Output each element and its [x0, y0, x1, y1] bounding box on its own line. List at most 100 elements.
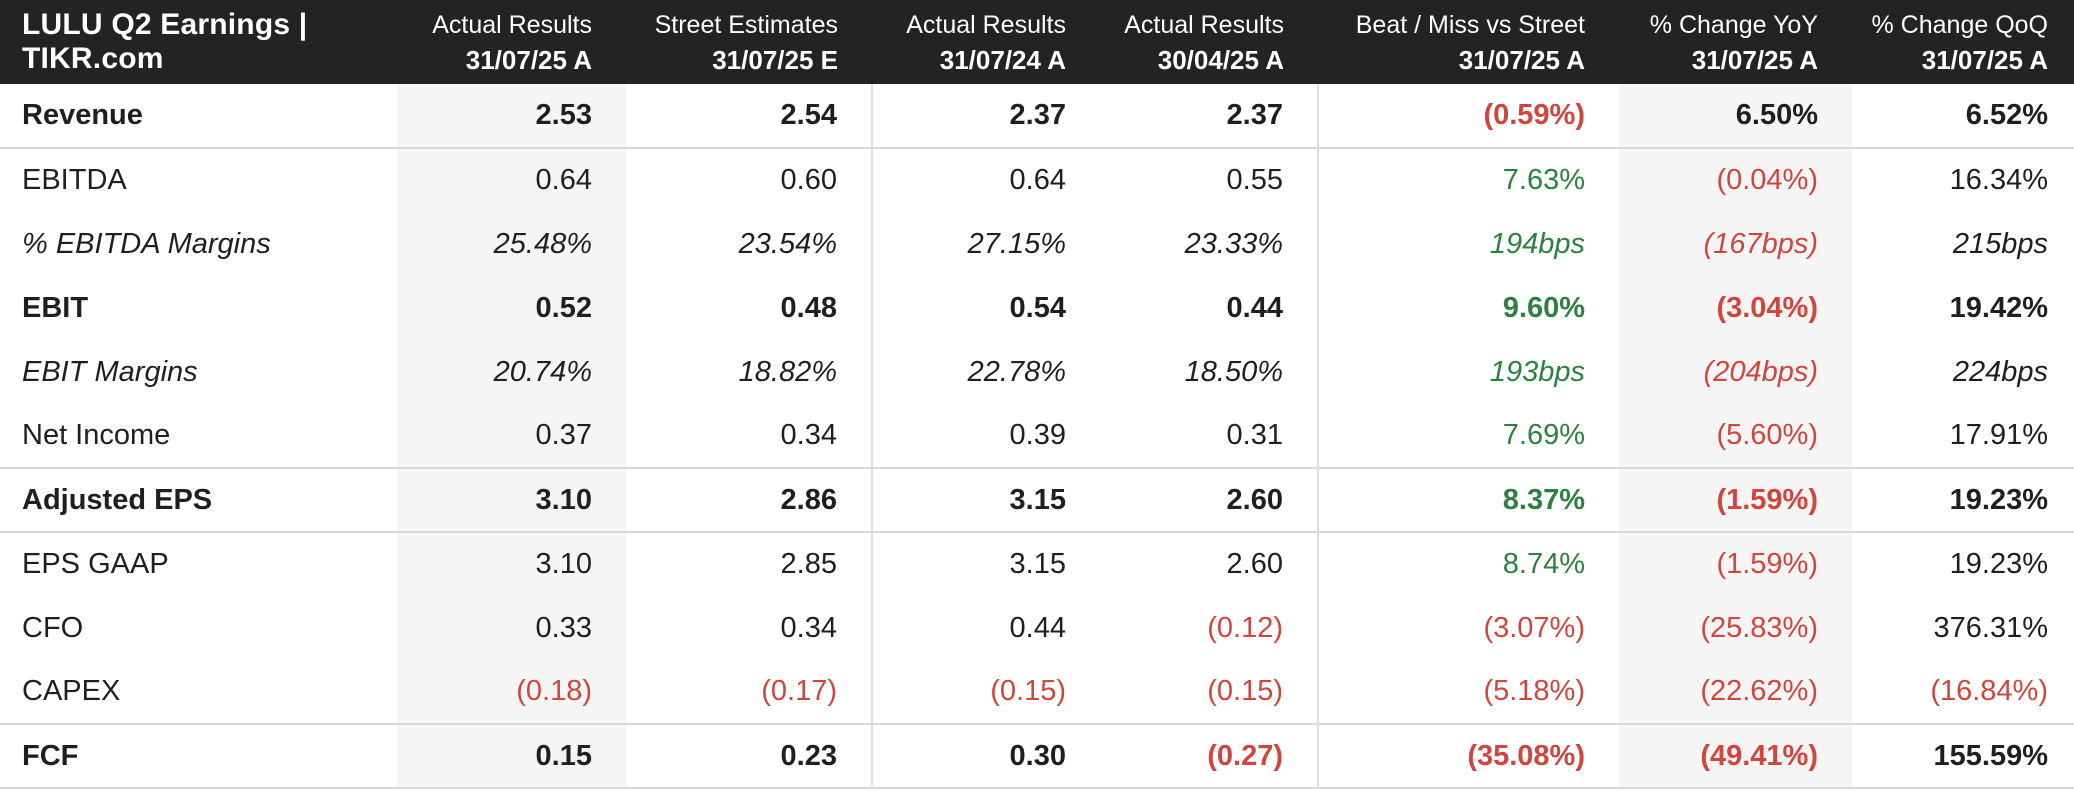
value-cell: (5.18%) [1483, 675, 1585, 707]
column-date: 31/07/25 A [1921, 44, 2048, 75]
table-row: CAPEX (0.18) (0.17) (0.15) (0.15) (5.18%) (22.… [0, 660, 2074, 724]
value-cell: 0.31 [1100, 404, 1319, 468]
value-cell: 7.63% [1502, 164, 1585, 196]
table-row: Revenue 2.53 2.54 2.37 2.37 (0.59%) 6.50% 6.52% [0, 84, 2074, 149]
value-cell: 0.33 [397, 596, 626, 660]
row-label: Adjusted EPS [0, 467, 397, 533]
value-cell: 6.50% [1619, 84, 1852, 149]
table-row: CFO 0.33 0.34 0.44 (0.12) (3.07%) (25.83%) 376.… [0, 596, 2074, 660]
value-cell: 0.60 [626, 148, 873, 212]
value-cell: 0.44 [1009, 611, 1066, 644]
value-cell: 0.23 [626, 723, 873, 789]
table-row: EBIT 0.52 0.48 0.54 0.44 9.60% (3.04%) 19.42% [0, 276, 2074, 340]
value-cell: (0.12) [1100, 596, 1319, 660]
table-body: Revenue 2.53 2.54 2.37 2.37 (0.59%) 6.50% 6.52%… [0, 84, 2074, 789]
value-cell: 0.64 [397, 148, 626, 212]
value-cell: 18.82% [626, 340, 873, 404]
value-cell: 23.33% [1100, 212, 1319, 276]
value-cell: 0.52 [397, 276, 626, 340]
table-row: EBITDA 0.64 0.60 0.64 0.55 7.63% (0.04%) 16.34% [0, 148, 2074, 212]
value-cell: 9.60% [1502, 291, 1585, 324]
value-cell: 215bps [1952, 227, 2048, 260]
value-cell: 2.37 [872, 84, 1100, 149]
row-label: % EBITDA Margins [22, 227, 271, 260]
row-label: Net Income [22, 419, 171, 451]
table-row: Net Income 0.37 0.34 0.39 0.31 7.69% (5.60%) 17… [0, 404, 2074, 468]
table-row: Adjusted EPS 3.10 2.86 3.15 2.60 8.37% (1.59%)… [0, 467, 2074, 533]
value-cell: (5.60%) [1619, 404, 1852, 468]
value-cell: 2.60 [1100, 532, 1319, 596]
value-cell: 17.91% [1949, 419, 2048, 451]
column-label: % Change YoY [1649, 10, 1818, 39]
value-cell: 0.54 [1009, 291, 1066, 324]
value-cell: (1.59%) [1619, 532, 1852, 596]
column-header-actual-q2-24: Actual Results 31/07/24 A [872, 0, 1100, 84]
value-cell: 0.64 [1009, 164, 1066, 196]
value-cell: (22.62%) [1619, 660, 1852, 724]
value-cell: (49.41%) [1619, 723, 1852, 789]
value-cell: 2.85 [626, 532, 873, 596]
row-label: Revenue [0, 84, 397, 149]
value-cell: 0.39 [1009, 419, 1066, 451]
value-cell: 2.86 [626, 467, 873, 533]
value-cell: 0.55 [1100, 148, 1319, 212]
value-cell: (0.15) [1100, 660, 1319, 724]
value-cell: (0.17) [626, 660, 873, 724]
column-header-beat-miss: Beat / Miss vs Street 31/07/25 A [1318, 0, 1619, 84]
row-label: EBIT [22, 291, 89, 324]
table-title: LULU Q2 Earnings | TIKR.com [0, 0, 397, 84]
table-row: EPS GAAP 3.10 2.85 3.15 2.60 8.74% (1.59%) 19.2… [0, 532, 2074, 596]
value-cell: (0.15) [990, 675, 1066, 707]
value-cell: 8.37% [1318, 467, 1619, 533]
value-cell: (35.08%) [1318, 723, 1619, 789]
value-cell: 3.15 [872, 467, 1100, 533]
row-label: EPS GAAP [22, 548, 169, 580]
value-cell: 7.69% [1502, 419, 1585, 451]
row-label: CAPEX [22, 675, 121, 707]
value-cell: (0.18) [397, 660, 626, 724]
row-label: EBITDA [22, 164, 127, 196]
row-label: EBIT Margins [22, 355, 198, 388]
value-cell: 193bps [1489, 355, 1585, 388]
value-cell: 27.15% [967, 227, 1066, 260]
value-cell: 19.42% [1949, 291, 2048, 324]
column-date: 31/07/25 A [1691, 44, 1818, 75]
value-cell: 0.34 [626, 596, 873, 660]
value-cell: 18.50% [1100, 340, 1319, 404]
value-cell: (3.04%) [1619, 276, 1852, 340]
column-header-change-yoy: % Change YoY 31/07/25 A [1619, 0, 1852, 84]
table-row: FCF 0.15 0.23 0.30 (0.27) (35.08%) (49.41%) 155… [0, 723, 2074, 789]
value-cell: (3.07%) [1483, 611, 1585, 644]
value-cell: 3.15 [1009, 548, 1066, 580]
value-cell: (16.84%) [1930, 675, 2048, 707]
value-cell: 3.10 [397, 467, 626, 533]
column-date: 31/07/24 A [939, 44, 1066, 75]
value-cell: (0.59%) [1318, 84, 1619, 149]
column-label: Actual Results [432, 10, 592, 39]
value-cell: 23.54% [626, 212, 873, 276]
value-cell: 194bps [1489, 227, 1585, 260]
value-cell: 0.30 [872, 723, 1100, 789]
value-cell: 0.44 [1100, 276, 1319, 340]
column-date: 31/07/25 E [712, 44, 838, 75]
column-header-actual-q2-25: Actual Results 31/07/25 A [397, 0, 626, 84]
value-cell: 0.48 [626, 276, 873, 340]
table-header: LULU Q2 Earnings | TIKR.com Actual Resul… [0, 0, 2074, 84]
value-cell: 8.74% [1502, 548, 1585, 580]
column-header-actual-q1-25: Actual Results 30/04/25 A [1100, 0, 1318, 84]
value-cell: (204bps) [1619, 340, 1852, 404]
row-label: CFO [22, 611, 84, 644]
column-label: Actual Results [1124, 10, 1284, 39]
value-cell: 2.37 [1100, 84, 1319, 149]
value-cell: 155.59% [1852, 723, 2074, 789]
column-header-street-estimates: Street Estimates 31/07/25 E [626, 0, 872, 84]
value-cell: 25.48% [397, 212, 626, 276]
value-cell: 6.52% [1852, 84, 2074, 149]
column-label: Beat / Miss vs Street [1355, 10, 1585, 39]
value-cell: (25.83%) [1619, 596, 1852, 660]
column-header-change-qoq: % Change QoQ 31/07/25 A [1852, 0, 2074, 84]
column-date: 30/04/25 A [1157, 44, 1284, 75]
value-cell: (0.04%) [1619, 148, 1852, 212]
column-label: Actual Results [906, 10, 1066, 39]
